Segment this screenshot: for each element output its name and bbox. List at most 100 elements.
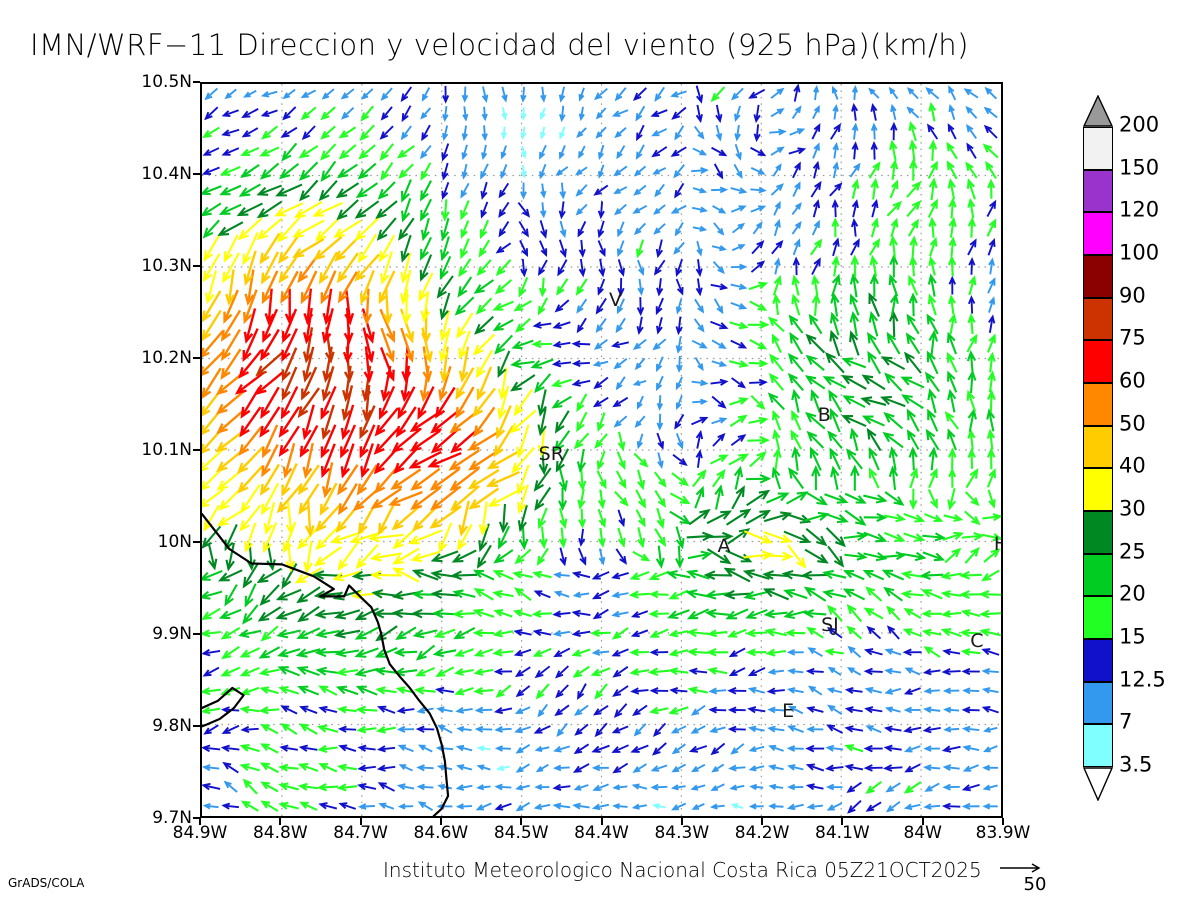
wind-vector	[671, 763, 687, 773]
wind-vector	[298, 483, 320, 515]
wind-vector	[318, 705, 338, 714]
wind-vector	[884, 491, 905, 506]
wind-vector	[987, 447, 996, 470]
wind-vector	[458, 330, 471, 360]
wind-vector	[280, 386, 299, 420]
wind-vector	[511, 339, 534, 350]
wind-vector	[614, 490, 629, 507]
wind-vector	[765, 648, 787, 657]
wind-vector	[257, 606, 282, 622]
wind-vector	[397, 386, 416, 420]
colorbar-segment	[1083, 297, 1113, 341]
wind-vector	[302, 307, 313, 345]
wind-vector	[885, 782, 901, 793]
wind-vector	[513, 628, 532, 637]
wind-vector	[518, 525, 529, 551]
x-axis-tick-label: 84W	[903, 823, 942, 843]
y-axis-tick-mark	[193, 81, 200, 83]
wind-vector	[690, 725, 706, 734]
colorbar-segment	[1083, 596, 1113, 639]
wind-vector	[967, 447, 976, 469]
wind-vector	[922, 726, 941, 734]
wind-vector	[393, 647, 418, 657]
wind-vector	[733, 465, 744, 490]
wind-vector	[749, 338, 768, 350]
city-label-c: C	[970, 629, 984, 652]
wind-vector	[668, 649, 689, 657]
wind-vector	[865, 801, 882, 812]
colorbar-tick-label: 100	[1119, 240, 1160, 265]
wind-vector	[341, 385, 354, 422]
wind-vector	[551, 359, 572, 368]
wind-vector	[866, 427, 882, 452]
wind-vector	[704, 590, 731, 600]
wind-vector	[617, 509, 626, 528]
wind-vector	[723, 567, 751, 583]
wind-vector	[593, 376, 609, 390]
colorbar-tick-label: 120	[1119, 197, 1160, 222]
wind-vector	[710, 742, 726, 756]
wind-vector	[959, 570, 982, 580]
wind-vector	[535, 683, 550, 700]
wind-vector	[533, 467, 552, 492]
wind-vector	[415, 725, 435, 733]
wind-vector	[942, 783, 960, 791]
city-label-h: H	[994, 533, 1001, 555]
colorbar-segment	[1083, 724, 1113, 767]
wind-vector	[966, 349, 977, 375]
wind-vector	[633, 723, 647, 737]
wind-vector	[804, 548, 829, 564]
wind-vector	[454, 668, 474, 676]
wind-vector	[388, 490, 423, 506]
wind-vector	[514, 548, 532, 565]
wind-vector	[337, 725, 357, 733]
wind-vector	[376, 725, 396, 734]
wind-vector	[844, 551, 868, 561]
wind-vector	[747, 706, 766, 714]
wind-vector	[220, 348, 242, 380]
wind-vector	[456, 764, 473, 771]
wind-vector	[255, 351, 284, 377]
wind-vector	[597, 508, 607, 529]
wind-vector	[513, 388, 533, 417]
wind-vector	[220, 309, 242, 342]
wind-vector	[320, 385, 337, 420]
y-axis-tick-label: 10.3N	[141, 256, 192, 276]
wind-vector	[558, 527, 567, 549]
wind-vector	[824, 493, 849, 504]
wind-vector	[883, 725, 902, 733]
wind-vector	[653, 471, 667, 488]
wind-vector	[276, 628, 301, 639]
wind-vector	[554, 430, 571, 453]
wind-vector	[573, 784, 589, 791]
colorbar-tick-label: 90	[1119, 283, 1146, 308]
wind-vector	[730, 434, 747, 446]
wind-vector	[784, 628, 806, 637]
wind-vector	[940, 610, 962, 618]
wind-vector	[669, 510, 692, 525]
wind-vector	[558, 467, 568, 493]
colorbar-segment	[1083, 681, 1113, 725]
wind-vector	[236, 446, 264, 474]
wind-vector	[748, 765, 765, 772]
wind-vector	[297, 763, 319, 772]
wind-vector	[767, 668, 785, 675]
wind-vector	[354, 626, 379, 640]
wind-vector	[493, 667, 513, 676]
wind-vector	[727, 628, 747, 638]
wind-vector	[334, 609, 361, 620]
wind-vector	[749, 378, 768, 387]
wind-vector	[766, 687, 785, 695]
wind-vector	[243, 308, 257, 344]
wind-vector	[825, 744, 844, 752]
wind-vector	[577, 469, 587, 492]
wind-vector	[634, 357, 646, 371]
wind-vector	[203, 724, 219, 735]
wind-vector	[768, 803, 784, 810]
wind-vector	[948, 447, 957, 470]
wind-vector	[707, 629, 728, 638]
wind-vector	[595, 317, 607, 333]
wind-vector	[369, 570, 402, 580]
wind-vector	[711, 339, 727, 350]
wind-vector	[704, 608, 730, 619]
